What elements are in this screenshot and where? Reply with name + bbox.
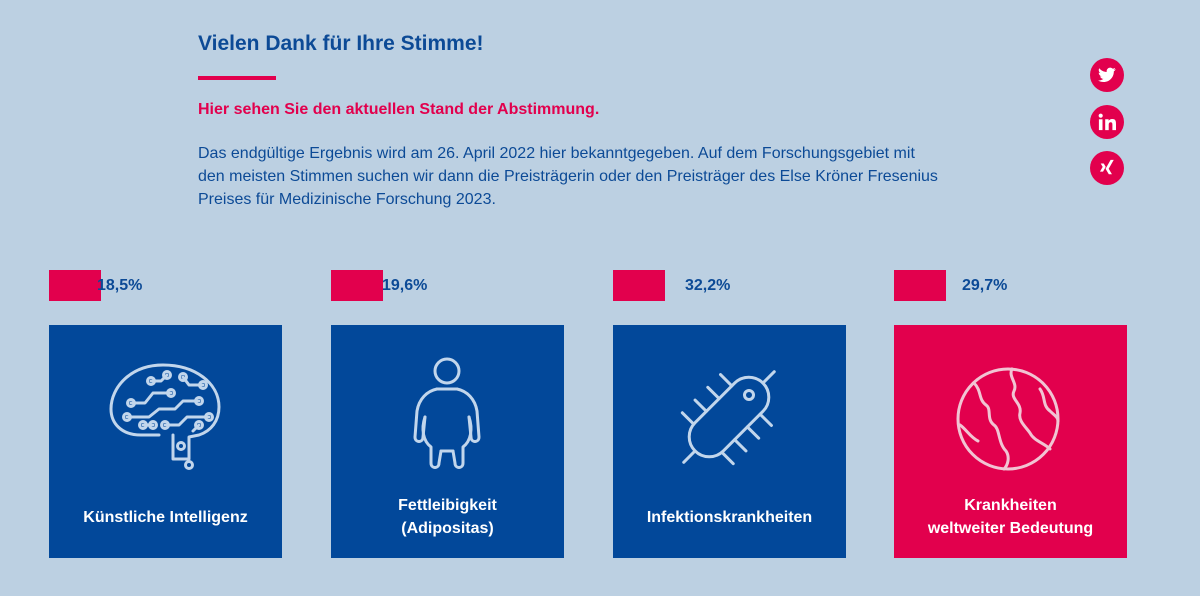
page-subtitle: Hier sehen Sie den aktuellen Stand der A… [198,101,600,118]
brain-circuit-icon [109,363,221,470]
intro-text: Das endgültige Ergebnis wird am 26. Apri… [198,145,938,208]
linkedin-share-button[interactable] [1090,105,1124,139]
xing-icon [1099,159,1114,175]
result-color-swatch [49,270,101,301]
vote-card-label: Fettleibigkeit (Adipositas) [398,497,497,537]
title-underline [198,76,276,80]
person-obesity-icon [413,357,481,469]
result-color-swatch [894,270,946,301]
page-title: Vielen Dank für Ihre Stimme! [198,32,484,55]
bacterium-icon [680,370,776,466]
result-color-swatch [613,270,665,301]
vote-card-kuenstliche-intelligenz[interactable]: Künstliche Intelligenz [49,325,282,558]
result-color-swatch [331,270,383,301]
result-percent: 32,2% [685,277,731,294]
vote-card-infektionskrankheiten[interactable]: Infektionskrankheiten [613,325,846,558]
vote-card-fettleibigkeit[interactable]: Fettleibigkeit (Adipositas) [331,325,564,558]
result-percent: 29,7% [962,277,1008,294]
globe-icon [956,367,1060,471]
vote-card-krankheiten-weltweiter-bedeutung[interactable]: Krankheiten weltweiter Bedeutung [894,325,1127,558]
result-percent: 19,6% [382,277,428,294]
twitter-share-button[interactable] [1090,58,1124,92]
xing-share-button[interactable] [1090,151,1124,185]
twitter-icon [1098,67,1116,83]
result-percent: 18,5% [97,277,143,294]
vote-card-label: Krankheiten weltweiter Bedeutung [927,497,1094,537]
linkedin-icon [1098,113,1116,131]
vote-card-label: Infektionskrankheiten [646,508,813,526]
vote-card-label: Künstliche Intelligenz [83,508,248,526]
